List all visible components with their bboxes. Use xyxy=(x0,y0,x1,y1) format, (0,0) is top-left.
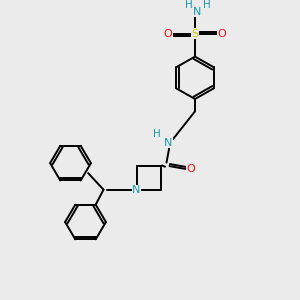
Text: O: O xyxy=(187,164,196,174)
Text: H: H xyxy=(184,0,192,10)
Text: O: O xyxy=(218,29,226,39)
Text: S: S xyxy=(191,29,199,39)
Text: N: N xyxy=(164,137,172,148)
Text: H: H xyxy=(153,129,161,139)
Text: H: H xyxy=(202,0,210,10)
Text: N: N xyxy=(132,185,141,195)
Text: O: O xyxy=(164,29,172,39)
Text: N: N xyxy=(193,7,202,16)
